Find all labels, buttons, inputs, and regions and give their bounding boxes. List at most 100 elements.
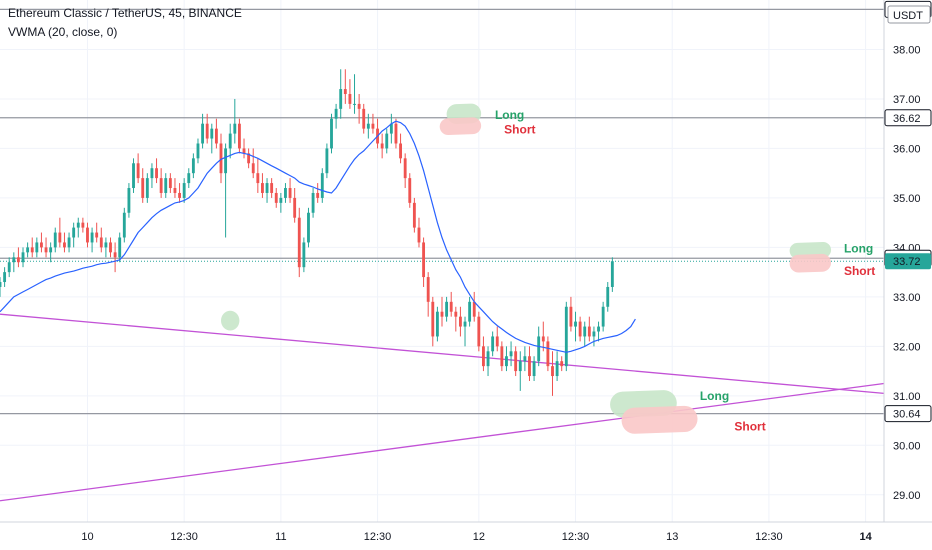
- price-tick-label: 33.00: [893, 292, 921, 304]
- candle: [196, 143, 200, 159]
- candle: [583, 326, 587, 337]
- candle: [587, 326, 591, 337]
- candle: [219, 143, 223, 174]
- candle: [509, 351, 513, 357]
- candle: [574, 321, 577, 327]
- candle: [21, 252, 25, 263]
- candle: [12, 257, 16, 263]
- candle: [53, 232, 57, 248]
- vwma-series: [0, 120, 636, 353]
- candle: [182, 183, 186, 198]
- candle: [141, 178, 145, 198]
- candle: [431, 301, 435, 337]
- time-tick-label: 10: [81, 531, 93, 543]
- candle: [357, 103, 361, 109]
- candle: [67, 237, 71, 248]
- candle: [63, 242, 66, 248]
- candle: [560, 361, 564, 367]
- price-axis[interactable]: 38.0037.0036.0035.0034.0033.0032.0031.00…: [883, 0, 932, 522]
- candle: [528, 356, 531, 377]
- price-tick-label: 32.00: [893, 341, 921, 353]
- horizontal-levels[interactable]: [0, 8, 884, 415]
- candle: [435, 311, 439, 337]
- candle: [353, 103, 356, 105]
- time-tick-label: 12:30: [562, 531, 590, 543]
- candle: [224, 148, 228, 174]
- candle: [458, 316, 462, 327]
- indicator-legend[interactable]: VWMA (20, close, 0): [8, 25, 118, 39]
- candle: [514, 351, 518, 372]
- candle: [389, 123, 393, 134]
- candle: [592, 331, 596, 337]
- candle: [0, 282, 2, 287]
- candle: [81, 222, 85, 228]
- candle: [3, 272, 7, 283]
- candle: [155, 168, 158, 179]
- candle: [551, 366, 554, 377]
- candle: [311, 192, 315, 213]
- price-level-tag: [884, 405, 932, 423]
- candle: [26, 247, 30, 253]
- time-axis-bg: [0, 522, 932, 550]
- candle: [468, 301, 472, 322]
- candle: [564, 306, 568, 367]
- candle: [523, 356, 527, 362]
- highlight-blob: [621, 405, 698, 434]
- candle: [44, 247, 48, 253]
- price-tick-label: 35.00: [893, 193, 921, 205]
- time-tick-label: 13: [666, 531, 678, 543]
- candle: [610, 261, 614, 287]
- time-axis[interactable]: 10 12:30 11 12:30 12 12:30 13 12:30 14: [0, 521, 932, 550]
- candle: [569, 306, 573, 327]
- price-tick-label: 36.00: [893, 143, 921, 155]
- time-tick-label: 14: [859, 531, 872, 543]
- candle: [422, 242, 426, 278]
- trendlines[interactable]: [0, 313, 885, 502]
- candle: [339, 89, 343, 109]
- price-level-label: 30.64: [893, 409, 921, 421]
- annotation-short: Short: [504, 123, 535, 137]
- candle: [247, 153, 251, 164]
- candle: [16, 257, 20, 263]
- candle: [228, 133, 232, 149]
- candlestick-series: [0, 69, 614, 396]
- candle: [537, 336, 541, 362]
- candle: [500, 346, 504, 367]
- current-price-label: 33.72: [893, 256, 921, 268]
- candle: [403, 158, 407, 179]
- candle: [472, 301, 476, 317]
- candle: [164, 178, 168, 193]
- highlight-blob: [439, 117, 482, 136]
- candle: [394, 123, 398, 144]
- candle: [288, 188, 292, 198]
- time-tick-label: 12:30: [170, 531, 198, 543]
- candle: [58, 232, 62, 243]
- candle: [380, 143, 384, 149]
- candle: [320, 173, 324, 198]
- candle: [408, 178, 412, 203]
- highlight-blob: [789, 253, 832, 273]
- candle: [104, 242, 108, 248]
- candle: [191, 158, 195, 174]
- candle: [348, 94, 352, 104]
- candle: [251, 163, 255, 174]
- candle: [343, 89, 347, 95]
- candle: [426, 277, 430, 302]
- candle: [477, 316, 481, 347]
- candle: [72, 227, 76, 238]
- candle: [118, 237, 122, 258]
- candle: [256, 173, 260, 184]
- candle: [214, 128, 218, 144]
- candle: [237, 123, 241, 149]
- symbol-title: Ethereum Classic / TetherUS, 45, BINANCE: [8, 6, 242, 20]
- candle: [325, 148, 329, 174]
- annotation-long: Long: [495, 108, 524, 122]
- candle: [210, 128, 214, 139]
- candle: [30, 247, 34, 253]
- candle: [201, 123, 205, 144]
- candle: [371, 123, 375, 129]
- candle: [242, 148, 246, 154]
- candle: [76, 222, 80, 228]
